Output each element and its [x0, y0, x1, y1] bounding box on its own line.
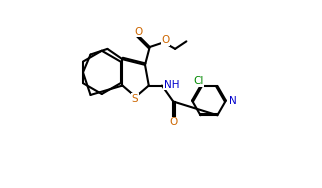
- Text: S: S: [131, 94, 138, 104]
- Text: NH: NH: [164, 80, 179, 90]
- Text: O: O: [134, 27, 143, 37]
- Text: O: O: [162, 35, 170, 45]
- Text: Cl: Cl: [194, 76, 204, 86]
- Text: N: N: [229, 96, 236, 106]
- Text: O: O: [169, 117, 177, 127]
